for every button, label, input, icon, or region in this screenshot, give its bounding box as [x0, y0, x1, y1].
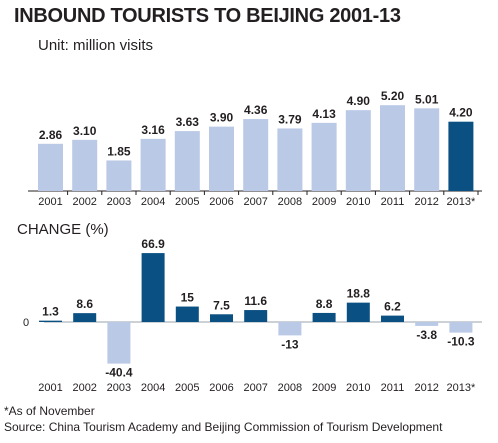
change-bar-2001 [39, 320, 62, 322]
change-x-tick-label-2001: 2001 [38, 382, 62, 394]
x-tick-label-2008: 2008 [278, 196, 302, 208]
x-tick-label-2009: 2009 [312, 196, 336, 208]
value-label-2008: 3.79 [278, 112, 302, 126]
change-x-tick-label-2004: 2004 [141, 382, 165, 394]
bar-2008 [277, 128, 303, 191]
bar-2009 [311, 122, 337, 191]
change-zero-label: 0 [23, 317, 29, 329]
x-tick-label-2012: 2012 [414, 196, 438, 208]
x-tick-label-2004: 2004 [141, 196, 165, 208]
change-value-label-2001: 1.3 [42, 305, 59, 319]
change-value-label-2002: 8.6 [76, 297, 93, 311]
change-x-tick-label-2009: 2009 [312, 382, 336, 394]
x-tick-label-2006: 2006 [209, 196, 233, 208]
value-label-2009: 4.13 [312, 107, 336, 121]
change-x-tick-label-2012: 2012 [414, 382, 438, 394]
value-label-2011: 5.20 [381, 89, 405, 103]
change-value-label-2009: 8.8 [316, 297, 333, 311]
change-chart-title: CHANGE (%) [17, 221, 109, 238]
bar-2003 [106, 160, 132, 191]
change-value-label-2003: -40.4 [105, 366, 133, 380]
chart-title: INBOUND TOURISTS TO BEIJING 2001-13 [14, 5, 401, 27]
change-value-label-2013*: -10.3 [447, 335, 475, 349]
bar-2006 [209, 126, 234, 191]
value-label-2012: 5.01 [415, 92, 439, 106]
change-x-tick-label-2013*: 2013* [447, 382, 476, 394]
value-label-2001: 2.86 [39, 128, 63, 142]
bar-2013* [448, 121, 474, 191]
bar-2001 [38, 143, 63, 191]
change-bar-2004 [141, 253, 165, 322]
change-x-tick-label-2008: 2008 [278, 382, 302, 394]
change-x-tick-label-2011: 2011 [381, 382, 405, 394]
source-note: Source: China Tourism Academy and Beijin… [4, 420, 443, 434]
x-tick-label-2013*: 2013* [447, 196, 476, 208]
x-tick-label-2005: 2005 [175, 196, 199, 208]
change-x-tick-label-2007: 2007 [243, 382, 267, 394]
change-bar-2005 [175, 306, 199, 322]
change-bar-2011 [381, 315, 404, 322]
change-value-label-2012: -3.8 [416, 328, 437, 342]
change-bar-2012 [415, 322, 439, 326]
bar-2005 [174, 131, 200, 191]
change-bar-2007 [244, 310, 268, 322]
change-value-label-2005: 15 [181, 291, 195, 305]
change-x-tick-label-2006: 2006 [209, 382, 233, 394]
unit-label: Unit: million visits [38, 37, 154, 54]
x-tick-label-2002: 2002 [72, 196, 96, 208]
x-tick-label-2007: 2007 [243, 196, 267, 208]
change-bar-2009 [312, 312, 336, 322]
bar-2010 [345, 110, 371, 191]
change-value-label-2006: 7.5 [213, 298, 230, 312]
change-x-tick-label-2005: 2005 [175, 382, 199, 394]
change-bar-2006 [210, 314, 233, 322]
change-value-label-2011: 6.2 [384, 300, 401, 314]
change-x-tick-label-2003: 2003 [107, 382, 131, 394]
change-bar-2010 [346, 302, 370, 322]
change-x-tick-label-2010: 2010 [346, 382, 370, 394]
bar-2007 [243, 119, 269, 191]
value-label-2013*: 4.20 [449, 106, 473, 120]
bar-2004 [140, 138, 166, 191]
footnote: *As of November [4, 404, 95, 418]
change-value-label-2008: -13 [281, 337, 299, 351]
value-label-2003: 1.85 [107, 144, 131, 158]
bar-2012 [414, 108, 440, 191]
change-value-label-2004: 66.9 [141, 237, 165, 251]
bar-2002 [72, 139, 98, 191]
value-label-2002: 3.10 [73, 124, 97, 138]
x-tick-label-2001: 2001 [38, 196, 62, 208]
value-label-2010: 4.90 [347, 94, 371, 108]
x-tick-label-2003: 2003 [107, 196, 131, 208]
change-value-label-2010: 18.8 [347, 287, 371, 301]
change-bar-2008 [278, 322, 302, 336]
value-label-2007: 4.36 [244, 103, 268, 117]
change-bar-2013* [449, 322, 473, 333]
change-bar-2002 [73, 313, 97, 322]
value-label-2004: 3.16 [141, 123, 165, 137]
change-bar-2003 [107, 322, 131, 364]
change-x-tick-label-2002: 2002 [72, 382, 96, 394]
value-label-2006: 3.90 [210, 111, 234, 125]
bar-2011 [380, 105, 405, 191]
x-tick-label-2011: 2011 [381, 196, 405, 208]
x-tick-label-2010: 2010 [346, 196, 370, 208]
change-value-label-2007: 11.6 [244, 294, 267, 308]
value-label-2005: 3.63 [176, 115, 200, 129]
